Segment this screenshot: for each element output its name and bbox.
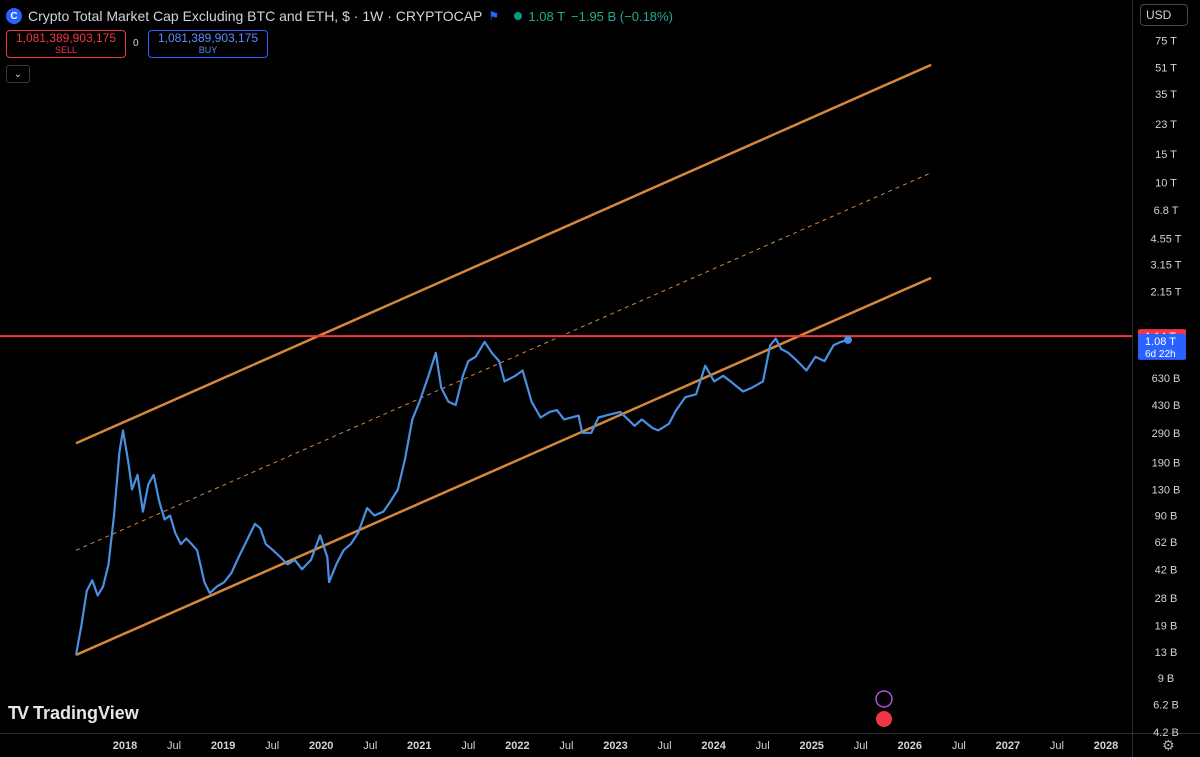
buy-button[interactable]: 1,081,389,903,175 BUY (148, 30, 268, 58)
sell-label: SELL (54, 45, 78, 55)
x-tick-label: Jul (167, 740, 181, 752)
tradingview-watermark[interactable]: TV TradingView (8, 703, 139, 724)
y-tick-label: 6.8 T (1154, 205, 1179, 217)
buy-label: BUY (198, 45, 218, 55)
x-tick-label: 2021 (407, 740, 431, 752)
x-tick-label: 2023 (603, 740, 627, 752)
price-change: −1.95 B (−0.18%) (571, 8, 673, 24)
buy-price: 1,081,389,903,175 (157, 31, 259, 45)
tradingview-logo-icon: TV (8, 703, 29, 723)
x-tick-label: Jul (1050, 740, 1064, 752)
x-tick-label: 2018 (113, 740, 137, 752)
x-tick-label: 2025 (799, 740, 823, 752)
y-tick-label: 4.2 B (1153, 727, 1179, 739)
currency-select[interactable]: USD (1140, 4, 1188, 26)
y-tick-label: 90 B (1155, 510, 1178, 522)
y-tick-label: 10 T (1155, 178, 1177, 190)
y-tick-label: 630 B (1152, 373, 1181, 385)
x-tick-label: 2022 (505, 740, 529, 752)
chart-header: C Crypto Total Market Cap Excluding BTC … (6, 6, 673, 26)
x-tick-label: 2026 (898, 740, 922, 752)
y-tick-label: 15 T (1155, 149, 1177, 161)
y-tick-label: 9 B (1158, 673, 1175, 685)
y-tick-label: 51 T (1155, 63, 1177, 75)
y-tick-label: 23 T (1155, 119, 1177, 131)
x-tick-label: 2027 (996, 740, 1020, 752)
x-tick-label: Jul (265, 740, 279, 752)
bar-countdown-label: 6d 22h (1145, 349, 1176, 360)
x-tick-label: Jul (952, 740, 966, 752)
last-price-label: 1.08 T (1145, 336, 1176, 348)
chevron-down-icon: ⌄ (13, 68, 23, 80)
flag-icon[interactable]: ⚑ (488, 9, 500, 23)
watermark-text: TradingView (33, 703, 139, 723)
y-tick-label: 62 B (1155, 537, 1178, 549)
y-tick-label: 19 B (1155, 620, 1178, 632)
x-tick-label: 2024 (701, 740, 726, 752)
y-tick-label: 2.15 T (1151, 286, 1182, 298)
y-tick-label: 6.2 B (1153, 699, 1179, 711)
x-tick-label: Jul (854, 740, 868, 752)
x-tick-label: Jul (559, 740, 573, 752)
x-tick-label: 2019 (211, 740, 235, 752)
sell-button[interactable]: 1,081,389,903,175 SELL (6, 30, 126, 58)
last-value: 1.08 T (528, 8, 566, 24)
x-tick-label: Jul (363, 740, 377, 752)
y-tick-label: 35 T (1155, 89, 1177, 101)
y-tick-label: 75 T (1155, 35, 1177, 47)
crypto-cap-logo-icon: C (6, 8, 22, 24)
y-tick-label: 42 B (1155, 564, 1178, 576)
y-tick-label: 430 B (1152, 400, 1181, 412)
chart-title[interactable]: Crypto Total Market Cap Excluding BTC an… (28, 8, 483, 24)
currency-label: USD (1146, 8, 1172, 22)
y-tick-label: 130 B (1152, 484, 1181, 496)
x-tick-label: 2020 (309, 740, 333, 752)
y-tick-label: 4.55 T (1151, 233, 1182, 245)
x-tick-label: Jul (658, 740, 672, 752)
price-series-line (74, 337, 849, 656)
market-open-indicator-icon (514, 12, 523, 20)
gear-icon[interactable]: ⚙ (1162, 737, 1175, 753)
channel-mid-line (75, 172, 932, 551)
y-tick-label: 28 B (1155, 593, 1178, 605)
collapse-button[interactable]: ⌄ (6, 65, 30, 83)
channel-lower-line (75, 276, 932, 657)
x-tick-label: Jul (461, 740, 475, 752)
y-tick-label: 290 B (1152, 428, 1181, 440)
y-tick-label: 190 B (1152, 458, 1181, 470)
spread-value: 0 (133, 38, 139, 49)
last-price-dot (843, 335, 852, 344)
sell-price: 1,081,389,903,175 (15, 31, 117, 45)
y-tick-label: 13 B (1155, 647, 1178, 659)
channel-upper-line (75, 63, 932, 445)
event-flag-icon (876, 711, 892, 727)
x-tick-label: 2028 (1094, 740, 1118, 752)
lightning-icon (875, 690, 893, 708)
x-tick-label: Jul (756, 740, 770, 752)
last-price-badge (1138, 333, 1186, 360)
y-tick-label: 3.15 T (1151, 259, 1182, 271)
